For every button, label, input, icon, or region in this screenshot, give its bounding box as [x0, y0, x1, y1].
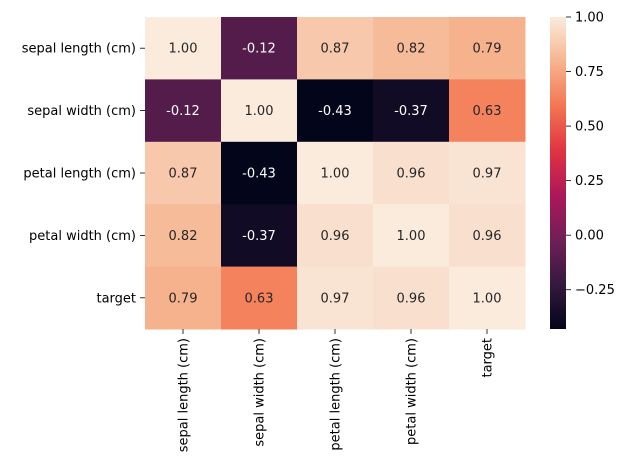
cell-value-label: 0.96 — [397, 291, 426, 306]
cell-value-label: -0.43 — [242, 167, 276, 182]
heatmap-cell — [373, 17, 450, 80]
cell-value-label: 0.82 — [169, 229, 198, 244]
cell-value-label: 1.00 — [169, 42, 198, 57]
row-tick-label: petal width (cm) — [29, 229, 136, 244]
cell-value-label: 0.63 — [245, 291, 274, 306]
cell-value-label: 0.96 — [321, 229, 350, 244]
colorbar-gradient — [550, 17, 566, 329]
cell-value-label: -0.12 — [166, 104, 200, 119]
cell-value-label: -0.37 — [242, 229, 276, 244]
cell-value-label: -0.37 — [394, 104, 428, 119]
column-tick-label: sepal width (cm) — [253, 338, 268, 447]
column-tick-labels: sepal length (cm) sepal width (cm) petal l… — [177, 329, 496, 452]
heatmap-cell — [297, 79, 374, 143]
heatmap-cell — [297, 266, 374, 330]
heatmap-cell — [221, 204, 298, 268]
heatmap-cell — [145, 141, 222, 205]
heatmap-cell — [373, 141, 450, 205]
colorbar: 1.00 0.75 0.50 0.25 0.00 −0.25 — [550, 11, 615, 329]
cell-value-label: 0.97 — [321, 291, 350, 306]
heatmap-cell — [221, 79, 298, 143]
cell-value-label: 0.87 — [169, 167, 198, 182]
heatmap-cell — [145, 79, 222, 143]
heatmap-cell — [297, 17, 374, 80]
cell-value-label: 1.00 — [397, 229, 426, 244]
cell-value-label: 0.63 — [473, 104, 502, 119]
heatmap-cell — [373, 204, 450, 268]
cell-value-label: -0.43 — [318, 104, 352, 119]
heatmap-cell — [145, 204, 222, 268]
cell-value-label: 0.96 — [473, 229, 502, 244]
colorbar-tick-label: 0.50 — [575, 120, 604, 135]
cell-value-label: 1.00 — [245, 104, 274, 119]
heatmap-cell — [145, 266, 222, 330]
column-tick-label: target — [481, 338, 496, 378]
cell-value-label: -0.12 — [242, 42, 276, 57]
heatmap-cell — [145, 17, 222, 80]
colorbar-tick-label: 0.75 — [575, 65, 604, 80]
row-tick-label: sepal length (cm) — [22, 42, 136, 57]
colorbar-tick-label: 0.25 — [575, 174, 604, 189]
heatmap-cell — [221, 266, 298, 330]
row-tick-label: target — [96, 291, 136, 306]
heatmap-cell — [449, 141, 526, 205]
heatmap-cell — [449, 79, 526, 143]
row-tick-label: sepal width (cm) — [27, 104, 136, 119]
heatmap-cell — [449, 266, 526, 330]
cell-value-label: 0.96 — [397, 167, 426, 182]
cell-value-label: 1.00 — [473, 291, 502, 306]
row-tick-labels: sepal length (cm) sepal width (cm) petal l… — [22, 42, 145, 306]
column-tick-label: sepal length (cm) — [177, 338, 192, 452]
cell-value-label: 0.82 — [397, 42, 426, 57]
cell-value-label: 0.87 — [321, 42, 350, 57]
heatmap-cell — [221, 141, 298, 205]
colorbar-tick-label: 1.00 — [575, 11, 604, 26]
column-tick-label: petal length (cm) — [329, 338, 344, 451]
colorbar-tick-label: 0.00 — [575, 229, 604, 244]
heatmap-cell — [449, 204, 526, 268]
heatmap-cell — [373, 79, 450, 143]
heatmap-cell — [373, 266, 450, 330]
cell-value-label: 1.00 — [321, 167, 350, 182]
heatmap-cell — [449, 17, 526, 80]
cell-value-label: 0.79 — [473, 42, 502, 57]
heatmap-cell — [297, 141, 374, 205]
cell-value-label: 0.79 — [169, 291, 198, 306]
cell-value-label: 0.97 — [473, 167, 502, 182]
heatmap-cells: 1.00 -0.12 0.87 0.82 0.79 -0.12 1.00 -0.43 -0.37… — [145, 17, 526, 330]
heatmap-cell — [221, 17, 298, 80]
heatmap-cell — [297, 204, 374, 268]
row-tick-label: petal length (cm) — [23, 167, 136, 182]
colorbar-tick-label: −0.25 — [575, 283, 615, 298]
column-tick-label: petal width (cm) — [405, 338, 420, 445]
